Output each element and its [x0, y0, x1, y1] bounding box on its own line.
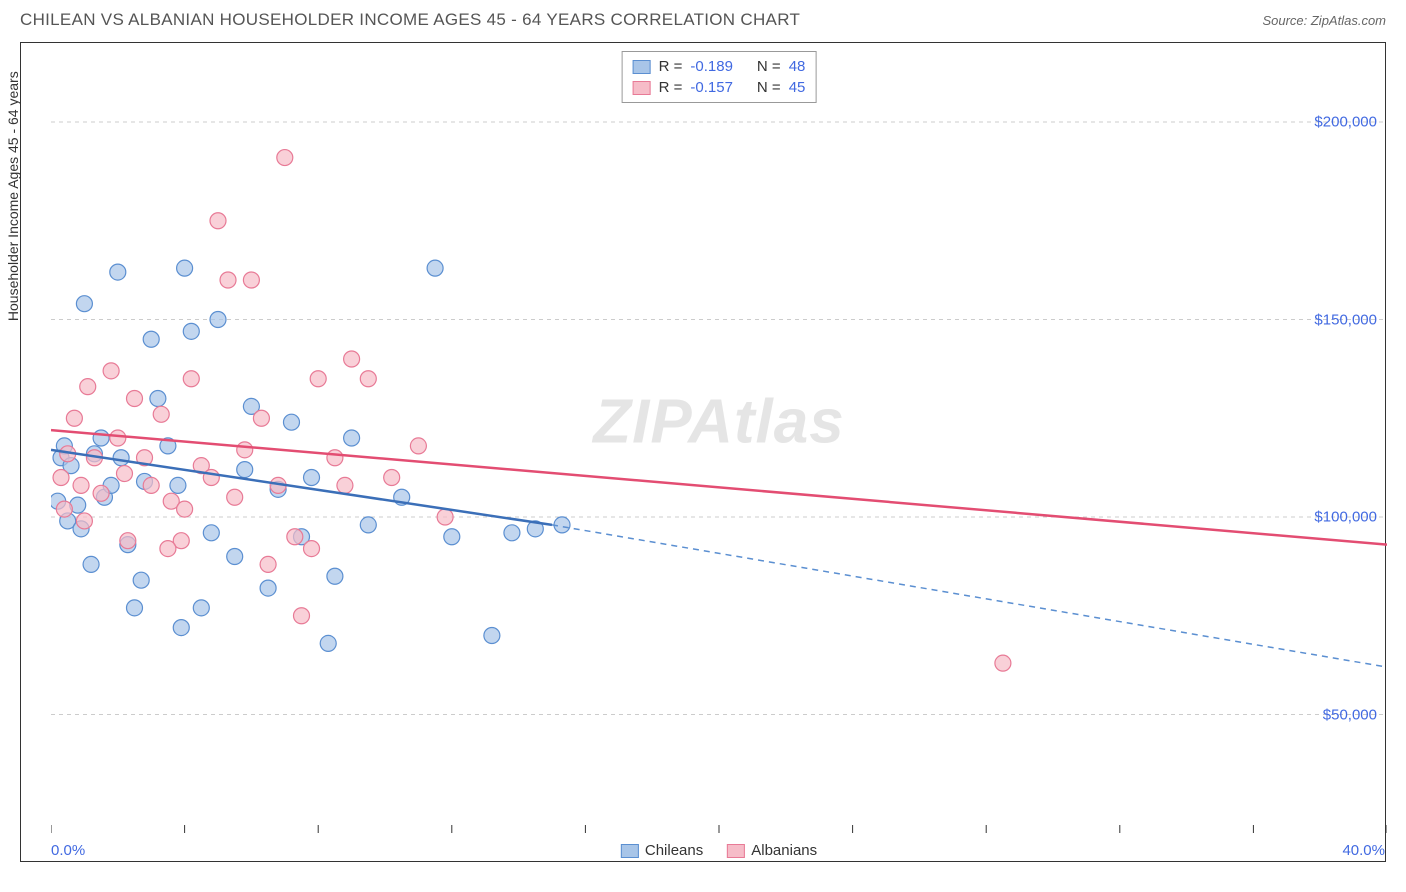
- y-axis-label: Householder Income Ages 45 - 64 years: [5, 71, 21, 321]
- chart-title: CHILEAN VS ALBANIAN HOUSEHOLDER INCOME A…: [20, 10, 800, 30]
- legend-swatch: [633, 60, 651, 74]
- legend-label: Chileans: [645, 842, 703, 859]
- n-label: N =: [757, 79, 781, 96]
- r-label: R =: [659, 79, 683, 96]
- legend-swatch: [633, 81, 651, 95]
- x-tick-label: 0.0%: [51, 842, 85, 859]
- legend-item: Albanians: [727, 842, 817, 859]
- stats-legend-row: R = -0.189 N = 48: [633, 56, 806, 77]
- stats-legend-row: R = -0.157 N = 45: [633, 77, 806, 98]
- y-tick-label: $100,000: [1314, 509, 1377, 526]
- legend-label: Albanians: [751, 842, 817, 859]
- legend-item: Chileans: [621, 842, 703, 859]
- legend-swatch: [621, 844, 639, 858]
- plot-area: ZIPAtlas R =-0.189N =48R =-0.157N =45 Ch…: [51, 43, 1387, 833]
- n-value: 48: [789, 58, 806, 75]
- series-legend: Chileans Albanians: [621, 842, 817, 859]
- n-value: 45: [789, 79, 806, 96]
- n-label: N =: [757, 58, 781, 75]
- x-tick-label: 40.0%: [1342, 842, 1385, 859]
- source-label: Source: ZipAtlas.com: [1262, 13, 1386, 28]
- r-value: -0.157: [690, 79, 733, 96]
- r-label: R =: [659, 58, 683, 75]
- y-tick-label: $200,000: [1314, 114, 1377, 131]
- chart-container: Householder Income Ages 45 - 64 years ZI…: [20, 42, 1386, 862]
- y-tick-label: $150,000: [1314, 311, 1377, 328]
- legend-swatch: [727, 844, 745, 858]
- r-value: -0.189: [690, 58, 733, 75]
- y-tick-label: $50,000: [1323, 706, 1377, 723]
- scatter-plot-svg: [51, 43, 1387, 833]
- stats-legend: R = -0.189 N = 48 R = -0.157 N = 45: [622, 51, 817, 103]
